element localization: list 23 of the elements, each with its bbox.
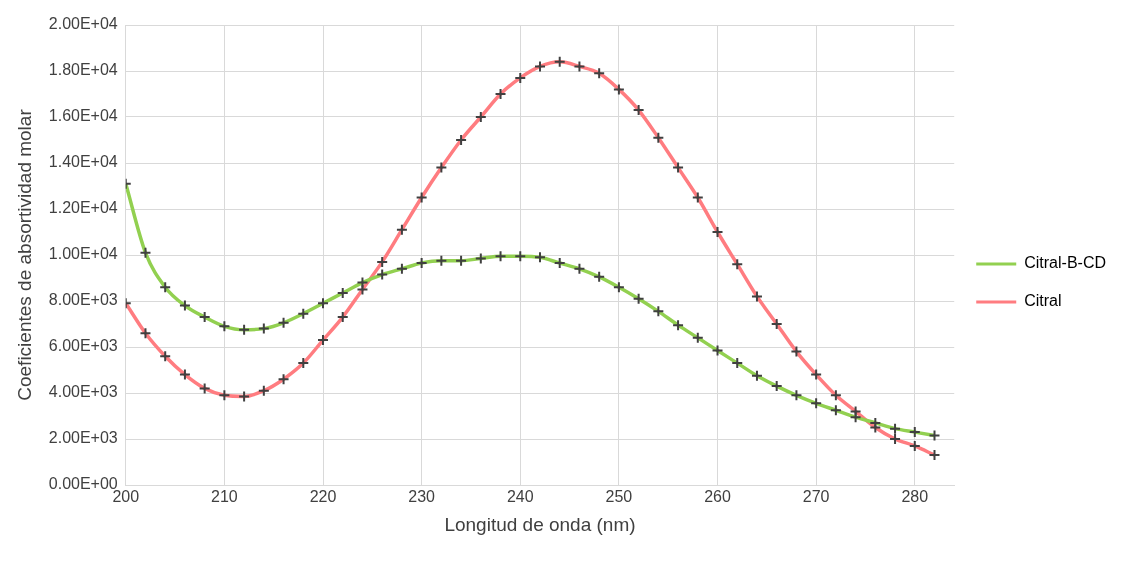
x-tick-label: 230 <box>408 488 436 506</box>
y-tick-label: 1.40E+04 <box>48 153 118 171</box>
x-tick-label: 280 <box>901 488 929 506</box>
x-tick-label: 210 <box>211 488 238 506</box>
x-axis-title: Longitud de onda (nm) <box>444 513 636 535</box>
x-tick-label: 260 <box>704 488 731 506</box>
x-tick-label: 220 <box>309 488 337 506</box>
legend-label: Citral <box>1024 292 1062 310</box>
y-tick-label: 1.80E+04 <box>48 61 118 79</box>
y-tick-label: 2.00E+03 <box>48 429 118 447</box>
y-tick-label: 1.20E+04 <box>48 199 118 217</box>
legend-label: Citral-B-CD <box>1024 254 1107 272</box>
x-tick-label: 270 <box>802 488 830 506</box>
y-tick-label: 1.60E+04 <box>48 107 118 125</box>
y-tick-label: 1.00E+04 <box>48 245 118 263</box>
x-tick-label: 200 <box>112 488 140 506</box>
y-tick-label: 8.00E+03 <box>48 291 118 309</box>
x-tick-label: 250 <box>605 488 633 506</box>
x-tick-label: 240 <box>506 488 534 506</box>
y-tick-label: 2.00E+04 <box>48 15 118 33</box>
y-axis-title: Coeficientes de absortividad molar <box>13 108 35 401</box>
y-tick-label: 4.00E+03 <box>48 383 118 401</box>
y-tick-label: 6.00E+03 <box>48 337 118 355</box>
